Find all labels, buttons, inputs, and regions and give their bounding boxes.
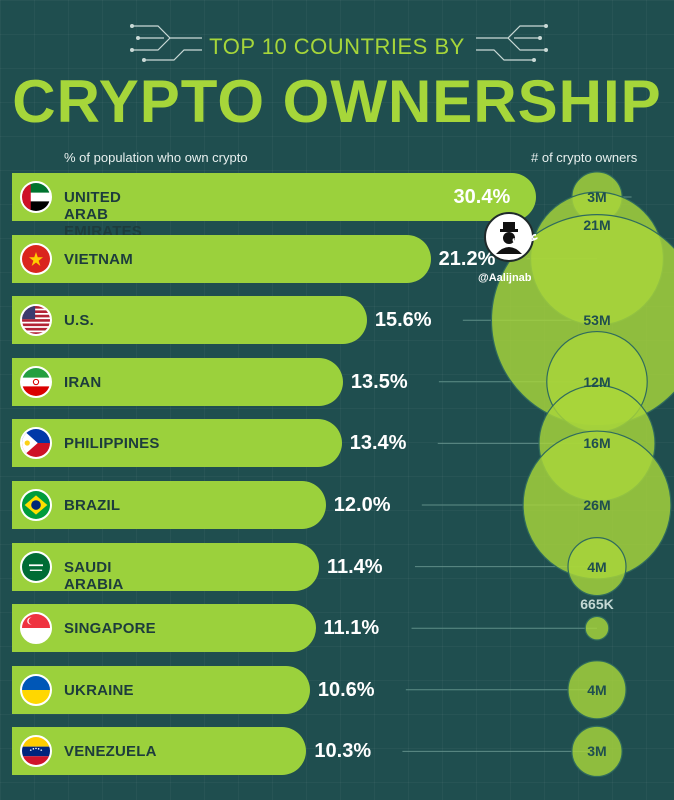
value-label: 12.0% [333, 494, 391, 516]
owner-count-label: 665K [580, 596, 614, 613]
ukraine-flag-icon [20, 673, 52, 706]
circuit-decoration-right [476, 24, 548, 62]
owner-count-label: 16M [583, 435, 611, 452]
value-label: 15.6% [374, 309, 432, 332]
bar [12, 604, 316, 653]
owner-count-label: 26M [583, 497, 611, 513]
owner-count-label: 3M [587, 189, 607, 205]
owner-count-label: 4M [587, 681, 607, 698]
bar [12, 173, 536, 221]
bar [12, 665, 310, 714]
circuit-decoration-left [130, 24, 202, 62]
iran-flag-icon [20, 365, 52, 398]
bar [12, 419, 342, 468]
left-column-label: % of population who own crypto [64, 150, 248, 165]
owner-bubble [567, 660, 627, 720]
category-label: SINGAPORE [64, 620, 156, 638]
right-column-label: # of crypto owners [531, 150, 638, 165]
saudi-arabia-flag-icon [20, 550, 52, 583]
bar [12, 727, 307, 776]
owner-bubble [584, 615, 610, 641]
value-label: 11.1% [323, 617, 380, 640]
bar [12, 234, 431, 283]
owner-count-label: 53M [583, 312, 611, 329]
owner-count-label: 4M [587, 558, 607, 575]
category-label: PHILIPPINES [64, 435, 160, 453]
category-label: VENEZUELA [64, 743, 157, 761]
vietnam-flag-icon [20, 242, 52, 275]
venezuela-flag-icon [20, 735, 52, 768]
value-label: 10.6% [317, 678, 375, 701]
bar [12, 542, 319, 591]
value-label: 10.3% [314, 740, 372, 763]
value-label: 13.4% [349, 432, 407, 455]
owner-bubble [571, 725, 623, 778]
watermark-figure-icon [496, 222, 522, 254]
category-label: BRAZIL [64, 497, 121, 514]
value-label: 21.2% [438, 247, 496, 270]
category-label: SAUDI ARABIA [64, 558, 124, 593]
bar [12, 481, 326, 529]
category-label: U.S. [64, 312, 94, 330]
owner-count-label: 21M [583, 216, 611, 233]
owner-count-label: 12M [583, 373, 611, 390]
watermark-handle: @Aalijnab [478, 272, 532, 284]
us-flag-icon [20, 304, 52, 337]
uae-flag-icon [20, 181, 52, 213]
brazil-flag-icon [20, 489, 52, 521]
category-label: VIETNAM [64, 250, 133, 268]
category-label: UKRAINE [64, 681, 134, 699]
chart-subtitle: TOP 10 COUNTRIES BY [209, 34, 465, 59]
value-label: 30.4% [453, 186, 511, 208]
watermark-logo [484, 212, 534, 262]
value-label: 13.5% [350, 370, 408, 393]
bar [12, 357, 343, 406]
category-label: IRAN [64, 373, 102, 391]
singapore-flag-icon [20, 612, 52, 645]
watermark-logo-text: عالی [512, 229, 539, 244]
category-label: UNITED ARAB EMIRATES [64, 189, 142, 240]
owner-count-label: 3M [587, 743, 607, 760]
value-label: 11.4% [326, 555, 383, 578]
philippines-flag-icon [20, 427, 52, 460]
bar [12, 296, 367, 345]
chart-title: CRYPTO OWNERSHIP [12, 68, 662, 135]
owner-bubble [567, 536, 627, 597]
